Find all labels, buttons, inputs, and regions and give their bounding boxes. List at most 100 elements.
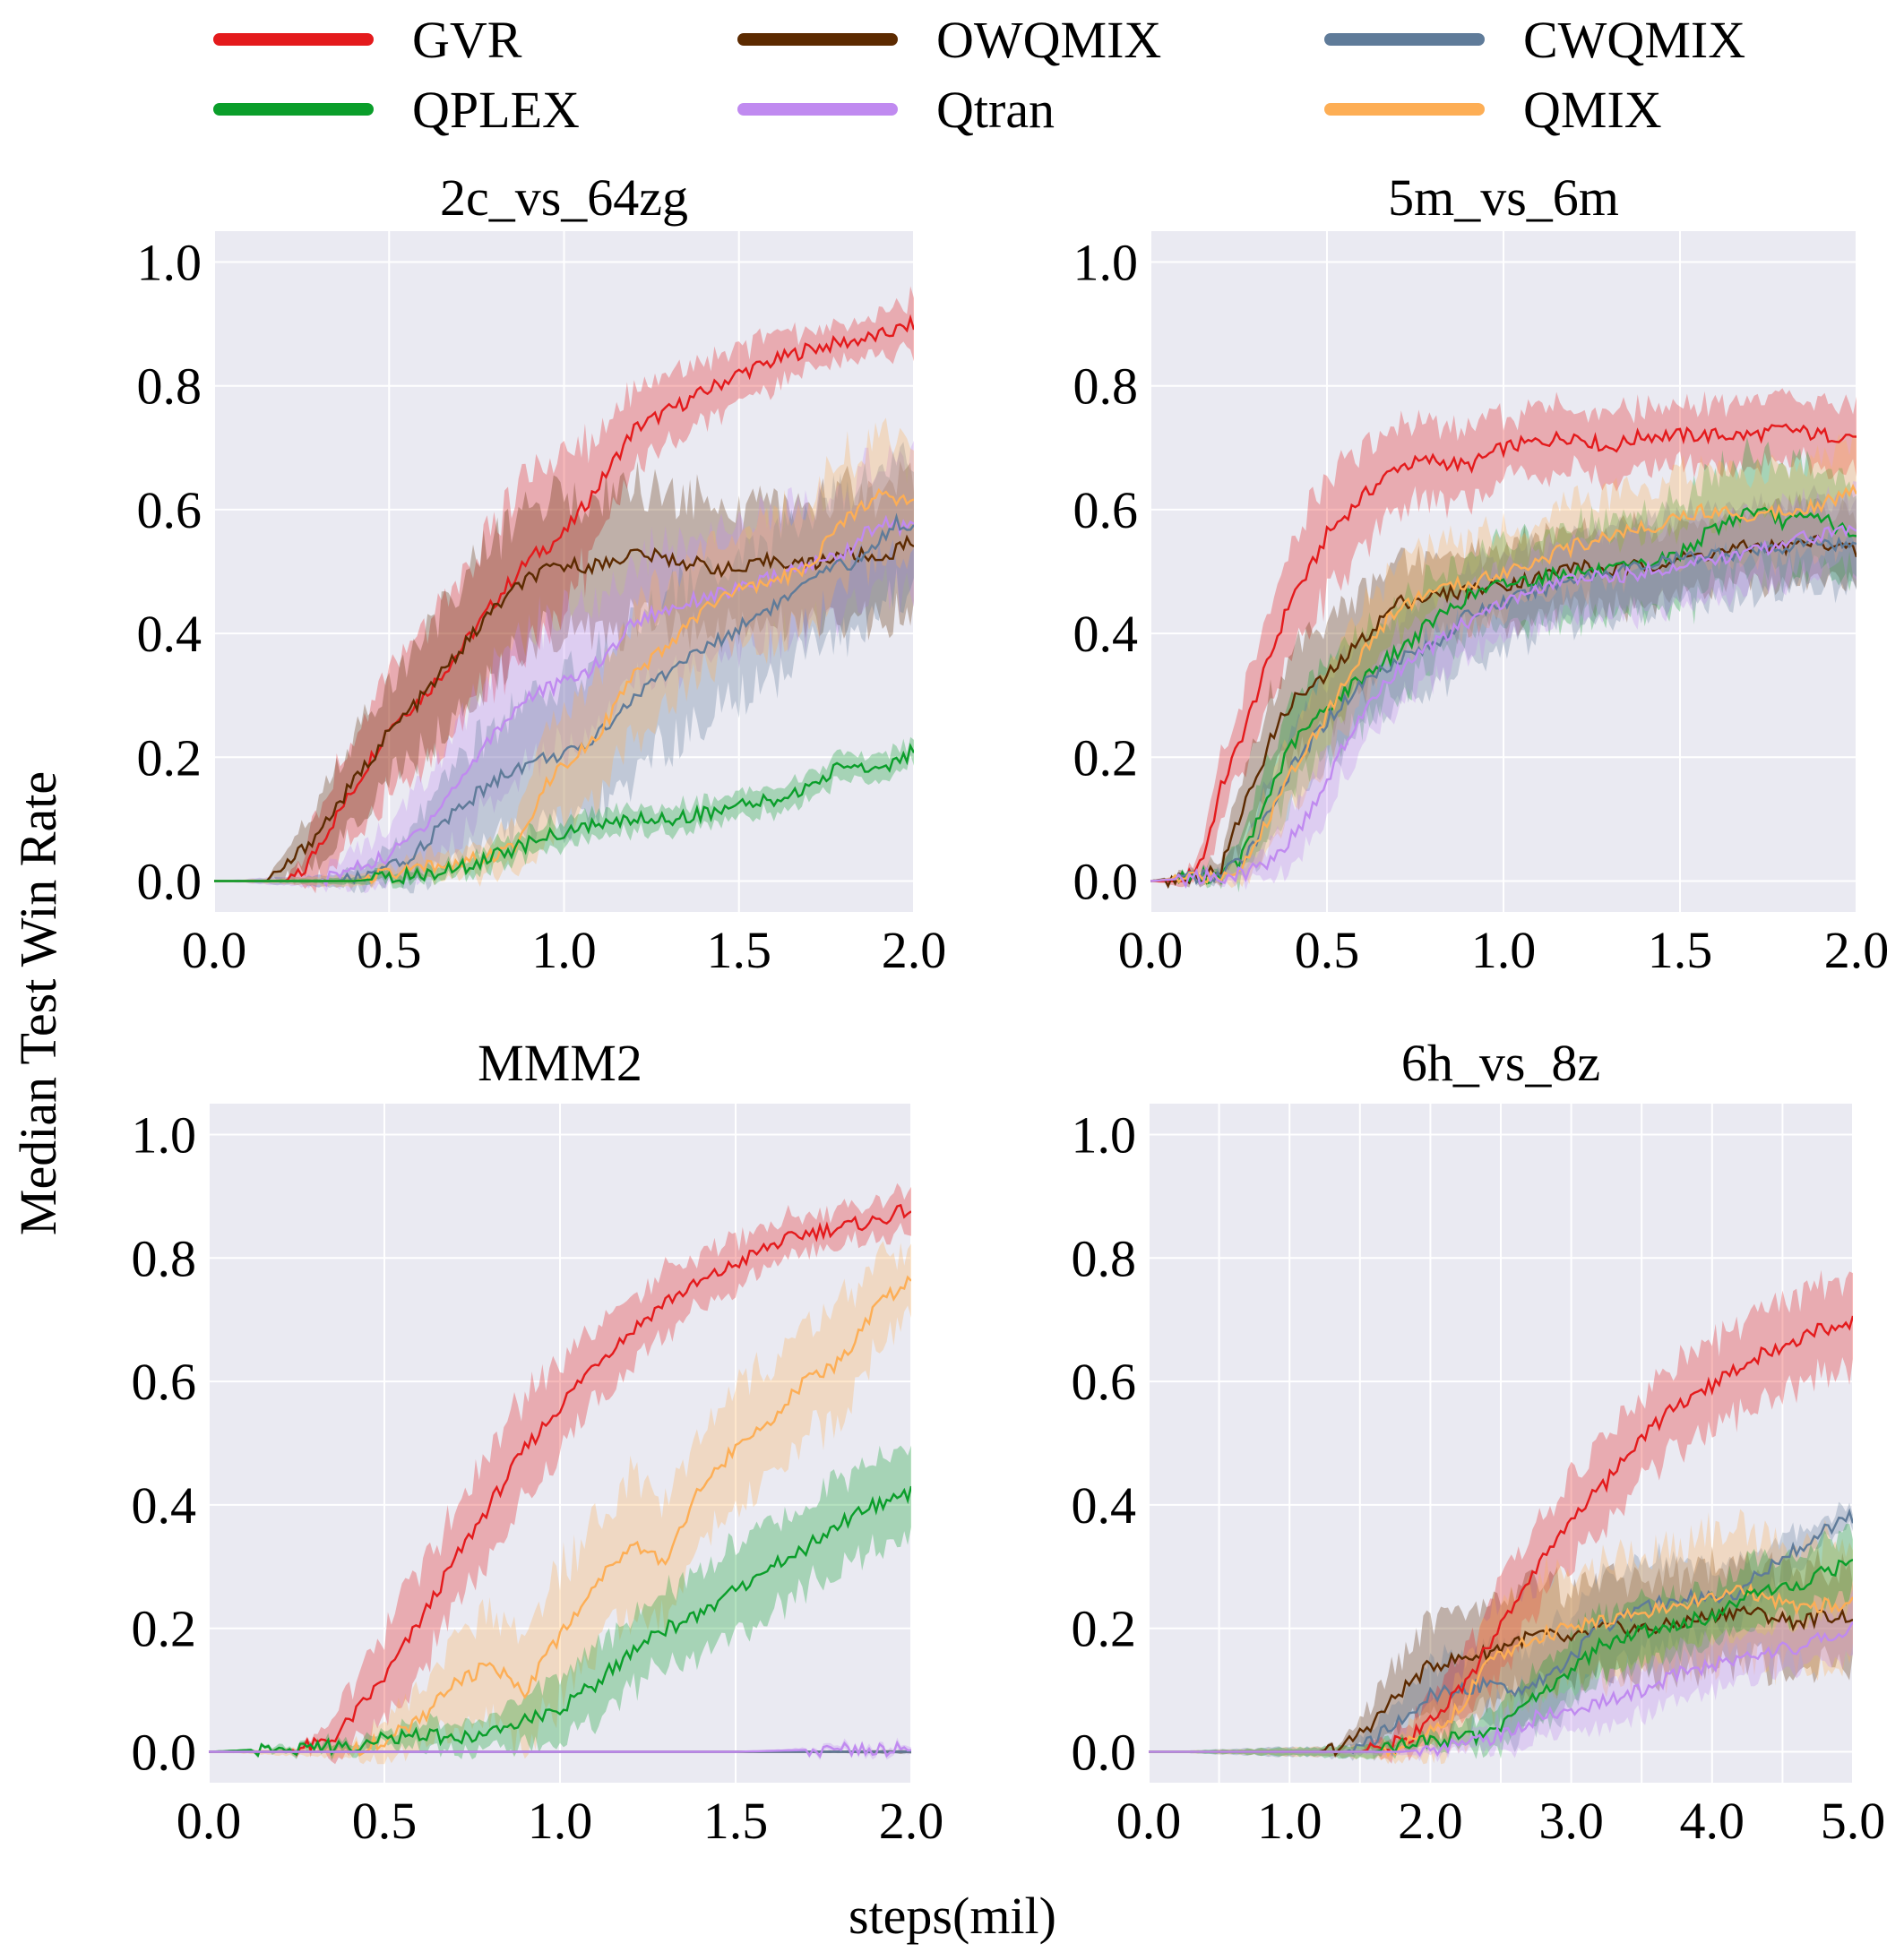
line-qtran bbox=[209, 1740, 911, 1759]
legend-label-qmix: QMIX bbox=[1523, 81, 1662, 139]
x-tick-label: 0.0 bbox=[1116, 1792, 1182, 1850]
line-gvr bbox=[209, 1203, 911, 1757]
legend-label-qtran: Qtran bbox=[936, 81, 1055, 139]
band-cwqmix bbox=[1149, 1501, 1853, 1761]
line-gvr bbox=[1150, 423, 1857, 882]
y-tick-label: 0.2 bbox=[132, 1600, 197, 1658]
band-qmix bbox=[214, 417, 914, 889]
legend-item-gvr: GVR bbox=[213, 11, 522, 69]
line-qtran bbox=[1149, 1621, 1853, 1758]
y-tick-label: 1.0 bbox=[1072, 1105, 1137, 1164]
x-tick-label: 4.0 bbox=[1680, 1792, 1745, 1850]
x-tick-label: 3.0 bbox=[1538, 1792, 1604, 1850]
band-gvr bbox=[1150, 388, 1857, 888]
legend-item-cwqmix: CWQMIX bbox=[1324, 11, 1745, 69]
y-tick-label: 0.4 bbox=[1072, 1476, 1137, 1535]
y-axis-label: Median Test Win Rate bbox=[9, 771, 67, 1235]
x-tick-label: 1.0 bbox=[528, 1792, 593, 1850]
band-qmix bbox=[1150, 433, 1857, 889]
x-tick-label: 2.0 bbox=[882, 921, 947, 979]
y-tick-label: 0.6 bbox=[1073, 481, 1139, 539]
subplot-mmm2: MMM2 0.0 0.2 0.4 0.6 0.8 1.0 0.0 0.5 1.0 1.5 2.0 bbox=[132, 1034, 944, 1850]
x-tick-label: 1.5 bbox=[703, 1792, 769, 1850]
band-gvr bbox=[214, 286, 914, 894]
x-tick-label: 5.0 bbox=[1821, 1792, 1886, 1850]
y-tick-label: 0.0 bbox=[1073, 852, 1139, 910]
band-cwqmix bbox=[1150, 485, 1857, 887]
line-owqmix bbox=[1150, 534, 1857, 890]
x-tick-label: 2.0 bbox=[1398, 1792, 1463, 1850]
band-qmix bbox=[209, 1241, 911, 1765]
y-tick-label: 0.0 bbox=[132, 1724, 197, 1782]
y-tick-label: 0.6 bbox=[137, 481, 202, 539]
subplot-5m-vs-6m: 5m_vs_6m 0.0 0.2 0.4 0.6 0.8 1.0 0.0 0.5 1.0 1.5 2.… bbox=[1073, 168, 1890, 979]
band-qtran bbox=[1149, 1588, 1853, 1762]
x-tick-label: 1.5 bbox=[707, 921, 772, 979]
legend-item-owqmix: OWQMIX bbox=[737, 11, 1161, 69]
plot-series bbox=[1150, 388, 1857, 893]
y-tick-label: 0.8 bbox=[1072, 1229, 1137, 1287]
x-tick-label: 1.0 bbox=[531, 921, 597, 979]
subplot-title: 5m_vs_6m bbox=[1388, 168, 1619, 227]
band-qplex bbox=[1149, 1524, 1853, 1760]
y-tick-label: 0.2 bbox=[1073, 728, 1139, 787]
y-tick-label: 1.0 bbox=[137, 234, 202, 292]
band-qtran bbox=[214, 440, 914, 894]
y-tick-label: 0.4 bbox=[1073, 605, 1139, 663]
band-qplex bbox=[214, 736, 914, 889]
x-tick-label: 0.0 bbox=[182, 921, 247, 979]
band-qtran bbox=[1150, 481, 1857, 890]
line-qtran bbox=[1150, 524, 1857, 889]
legend-label-owqmix: OWQMIX bbox=[936, 11, 1161, 69]
x-tick-label: 2.0 bbox=[1824, 921, 1890, 979]
x-tick-label: 0.5 bbox=[1295, 921, 1360, 979]
legend-label-qplex: QPLEX bbox=[412, 81, 580, 139]
x-tick-label: 1.0 bbox=[1471, 921, 1537, 979]
band-qplex bbox=[209, 1445, 911, 1761]
y-tick-label: 0.4 bbox=[137, 605, 202, 663]
y-tick-label: 1.0 bbox=[1073, 234, 1139, 292]
x-tick-label: 2.0 bbox=[879, 1792, 944, 1850]
y-tick-label: 0.8 bbox=[132, 1229, 197, 1287]
band-gvr bbox=[1149, 1269, 1853, 1764]
subplot-title: MMM2 bbox=[478, 1034, 642, 1092]
plot-series bbox=[209, 1182, 911, 1765]
x-tick-label: 1.5 bbox=[1648, 921, 1713, 979]
line-qplex bbox=[1150, 506, 1857, 885]
y-tick-label: 0.8 bbox=[137, 357, 202, 416]
band-cwqmix bbox=[214, 442, 914, 894]
legend: GVR QPLEX OWQMIX Qtran CWQMIX QMIX bbox=[213, 11, 1745, 139]
x-tick-label: 1.0 bbox=[1257, 1792, 1322, 1850]
y-tick-label: 0.2 bbox=[137, 728, 202, 787]
x-axis-label: steps(mil) bbox=[849, 1887, 1056, 1945]
y-tick-label: 0.6 bbox=[132, 1353, 197, 1411]
band-qplex bbox=[1150, 436, 1857, 893]
subplot-2c-vs-64zg: 2c_vs_64zg 0.0 0.2 0.4 0.6 0.8 1.0 0.0 0.5 1.0 1.5… bbox=[137, 168, 947, 979]
x-tick-label: 0.0 bbox=[1118, 921, 1184, 979]
band-qmix bbox=[1149, 1509, 1853, 1765]
x-tick-label: 0.0 bbox=[177, 1792, 242, 1850]
y-tick-label: 0.2 bbox=[1072, 1600, 1137, 1658]
line-qmix bbox=[1150, 483, 1857, 884]
legend-label-gvr: GVR bbox=[412, 11, 522, 69]
y-tick-label: 0.4 bbox=[132, 1476, 197, 1535]
band-owqmix bbox=[214, 460, 914, 883]
plot-series bbox=[1149, 1269, 1853, 1765]
line-owqmix bbox=[214, 534, 914, 882]
legend-label-cwqmix: CWQMIX bbox=[1523, 11, 1745, 69]
y-tick-label: 0.8 bbox=[1073, 357, 1139, 416]
subplot-title: 2c_vs_64zg bbox=[440, 168, 688, 227]
subplot-6h-vs-8z: 6h_vs_8z 0.0 0.2 0.4 0.6 0.8 1.0 0.0 1.0 2.0 3.0 4.… bbox=[1072, 1034, 1886, 1850]
y-tick-label: 0.6 bbox=[1072, 1353, 1137, 1411]
line-gvr bbox=[214, 314, 914, 882]
subplot-title: 6h_vs_8z bbox=[1401, 1034, 1600, 1092]
x-tick-label: 0.5 bbox=[352, 1792, 418, 1850]
y-tick-label: 0.0 bbox=[137, 852, 202, 910]
x-tick-label: 0.5 bbox=[357, 921, 422, 979]
legend-item-qplex: QPLEX bbox=[213, 81, 580, 139]
line-qplex bbox=[209, 1485, 911, 1758]
legend-item-qtran: Qtran bbox=[737, 81, 1055, 139]
legend-item-qmix: QMIX bbox=[1324, 81, 1662, 139]
plot-series bbox=[214, 286, 914, 894]
band-gvr bbox=[209, 1182, 911, 1765]
